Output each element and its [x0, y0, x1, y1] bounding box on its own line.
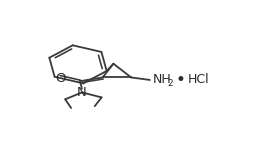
Text: O: O — [55, 72, 66, 85]
Text: 2: 2 — [167, 79, 173, 88]
Text: N: N — [77, 86, 87, 99]
Text: •: • — [176, 71, 185, 89]
Text: HCl: HCl — [187, 73, 209, 87]
Text: NH: NH — [153, 73, 171, 87]
